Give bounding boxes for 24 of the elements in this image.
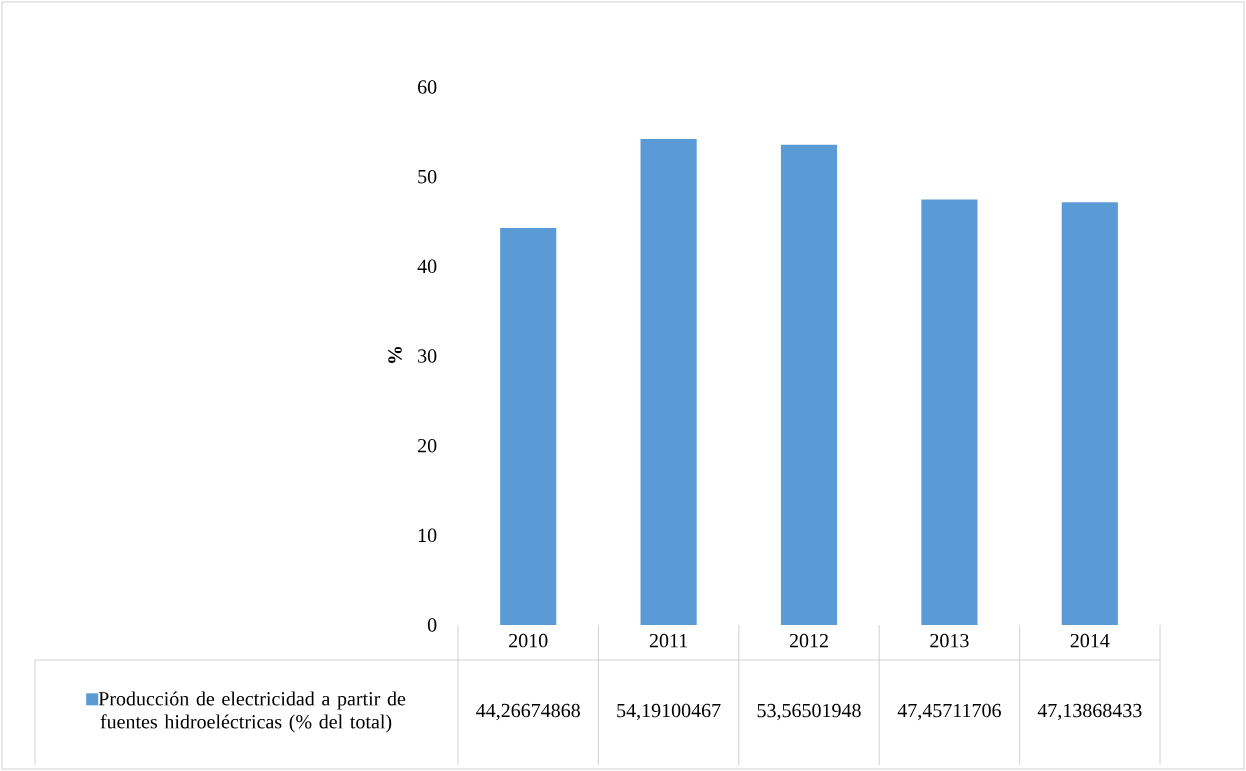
data-label: 47,13868433 [1037, 703, 1142, 721]
bar [780, 144, 838, 625]
data-label: 54,19100467 [617, 703, 721, 721]
legend-label: Producción de electricidad a partir de fuentes hidroeléctricas (% del total) [98, 691, 406, 733]
data-label: 47,45711706 [897, 703, 1001, 721]
bar [921, 199, 978, 625]
bar [640, 139, 697, 625]
data-label: 44,26674868 [476, 703, 580, 721]
y-axis-title: % [388, 346, 402, 363]
x-tick-label: 2014 [1070, 633, 1110, 648]
y-tick-label: 50 [418, 169, 437, 184]
x-tick-label: 2013 [930, 633, 969, 648]
x-tick-label: 2011 [649, 633, 688, 648]
x-tick-label: 2012 [789, 633, 828, 648]
data-label: 53,56501948 [757, 703, 861, 721]
bar [500, 228, 557, 625]
bar [1061, 202, 1118, 625]
y-tick-label: 30 [418, 349, 437, 363]
y-tick-label: 0 [427, 618, 437, 632]
y-tick-label: 10 [418, 528, 437, 543]
x-tick-label: 2010 [509, 633, 548, 648]
y-tick-label: 20 [418, 438, 437, 453]
y-tick-label: 60 [418, 80, 437, 94]
y-tick-label: 40 [417, 259, 437, 274]
